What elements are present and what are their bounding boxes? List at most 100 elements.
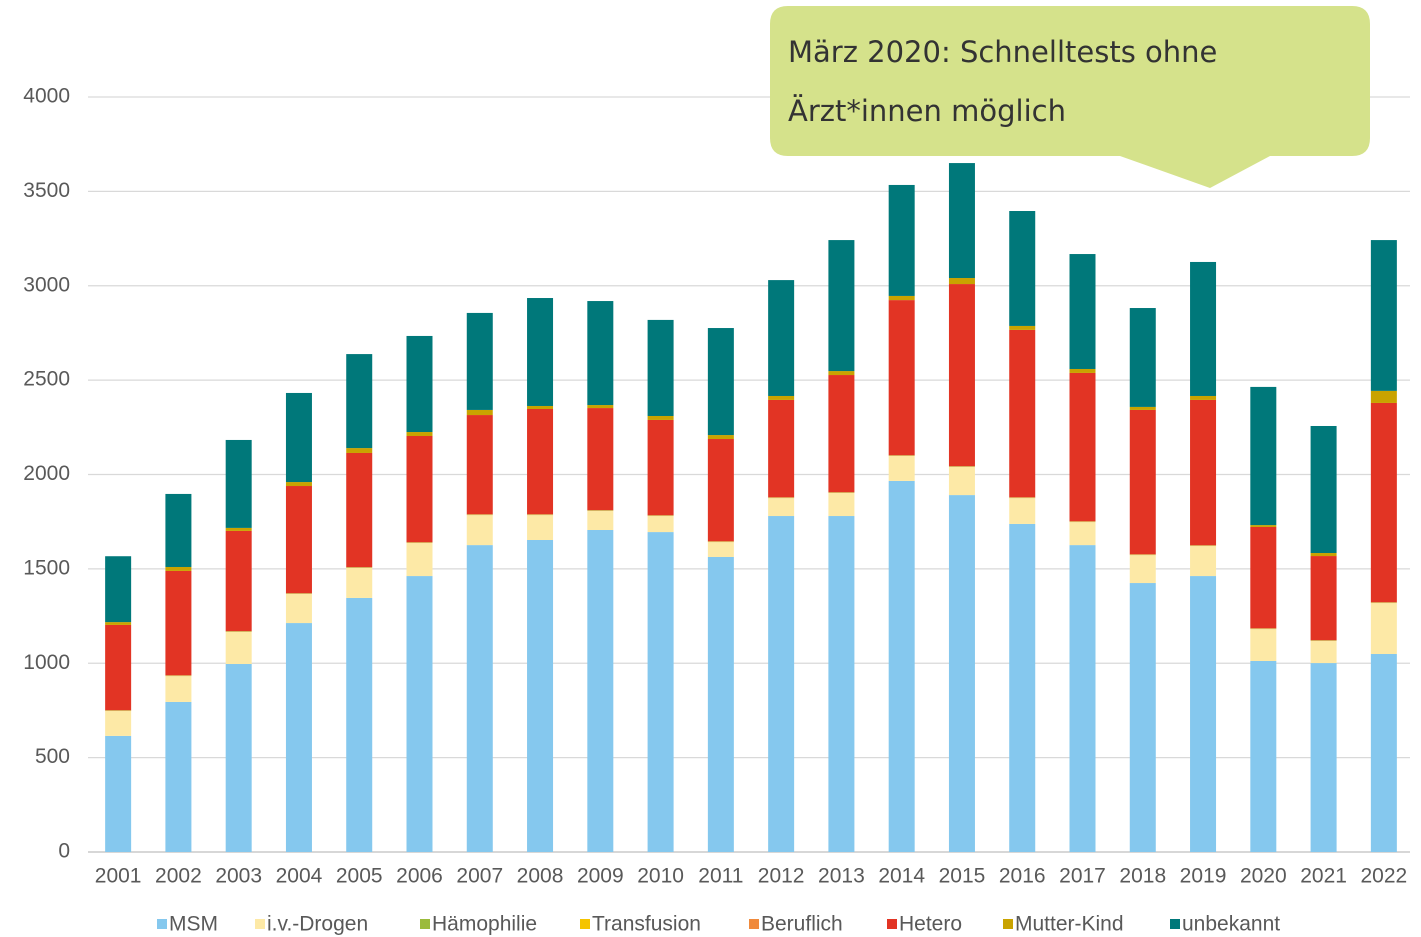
bar-segment [1129,406,1156,410]
bar-segment [828,516,855,852]
bar-segment [1129,555,1156,584]
x-tick-label: 2010 [637,865,684,888]
legend-swatch [1170,919,1180,929]
legend-swatch [1003,919,1013,929]
bar-segment [948,466,975,496]
bar-segment [346,567,373,598]
bar-segment [285,392,312,483]
x-tick-label: 2016 [999,865,1046,888]
legend-swatch [580,919,590,929]
bar-segment [587,405,614,409]
x-tick-label: 2007 [456,865,503,888]
legend-swatch [749,919,759,929]
bar-segment [1129,308,1156,407]
x-tick-label: 2002 [155,865,202,888]
bar-segment [828,492,855,517]
bar-segment [707,435,734,440]
bar-segment [105,735,132,852]
y-tick-label: 3500 [23,179,70,202]
bar-segment [888,480,915,852]
y-tick-label: 2500 [23,368,70,391]
bar-segment [647,532,674,852]
bar-segment [466,545,493,852]
bar-segment [346,354,373,449]
bar-segment [466,515,493,546]
x-tick-label: 2012 [758,865,805,888]
bar-segment [1370,402,1397,603]
bar-segment [768,516,795,852]
bar-segment [527,515,554,540]
bar-segment [587,408,614,511]
bar-segment [828,375,855,493]
bar-segment [1009,325,1036,330]
bar-segment [1250,525,1277,527]
x-tick-label: 2011 [698,865,743,888]
bar-segment [1310,553,1337,557]
bar-segment [285,486,312,594]
bar-segment [707,328,734,436]
bar-segment [105,556,132,623]
legend-label: Beruflich [761,913,843,936]
y-tick-label: 1000 [23,651,70,674]
bar-segment [285,623,312,852]
y-tick-label: 3000 [23,273,70,296]
bar-segment [1129,583,1156,852]
bar-segment [165,493,192,567]
x-tick-label: 2001 [95,865,142,888]
y-tick-label: 2000 [23,462,70,485]
bar-segment [647,419,674,516]
bar-segment [105,622,132,625]
bar-segment [406,432,433,436]
bar-segment [768,498,795,517]
x-tick-label: 2003 [215,865,262,888]
legend-label: Hetero [899,913,962,936]
bar-segment [346,597,373,852]
legend-label: unbekannt [1182,913,1280,936]
bar-segment [1370,390,1397,403]
x-tick-label: 2019 [1180,865,1227,888]
bar-segment [1310,640,1337,664]
bar-segment [828,240,855,372]
bar-segment [406,576,433,852]
bar-segment [707,556,734,852]
x-tick-label: 2005 [336,865,383,888]
legend-label: Transfusion [592,913,701,936]
legend-swatch [420,919,430,929]
bar-segment [1250,386,1277,526]
x-tick-label: 2020 [1240,865,1287,888]
bar-segment [948,495,975,852]
x-tick-label: 2017 [1059,865,1106,888]
bar-segment [1190,576,1217,852]
bar-segment [466,409,493,416]
bar-segment [647,319,674,416]
bar-segment [707,439,734,542]
bar-segment [225,439,252,528]
bar-segment [225,530,252,632]
bar-segment [466,312,493,410]
bar-segment [527,298,554,406]
bar-segment [1370,654,1397,852]
bar-segment [165,570,192,676]
bar-segment [1250,660,1277,852]
legend-swatch [887,919,897,929]
bar-segment [948,284,975,467]
bar-segment [768,280,795,396]
x-tick-label: 2014 [878,865,925,888]
bar-segment [1190,395,1217,400]
bar-segment [1009,523,1036,852]
bar-segment [105,624,132,711]
bar-segment [406,543,433,577]
legend-swatch [157,919,167,929]
x-tick-label: 2015 [939,865,986,888]
bar-segment [1190,546,1217,577]
bar-segment [165,676,192,702]
bar-segment [587,529,614,852]
x-tick-label: 2008 [517,865,564,888]
legend-label: Hämophilie [432,913,537,936]
x-tick-label: 2006 [396,865,443,888]
x-tick-label: 2009 [577,865,624,888]
x-tick-label: 2018 [1119,865,1166,888]
bar-segment [1069,368,1096,373]
